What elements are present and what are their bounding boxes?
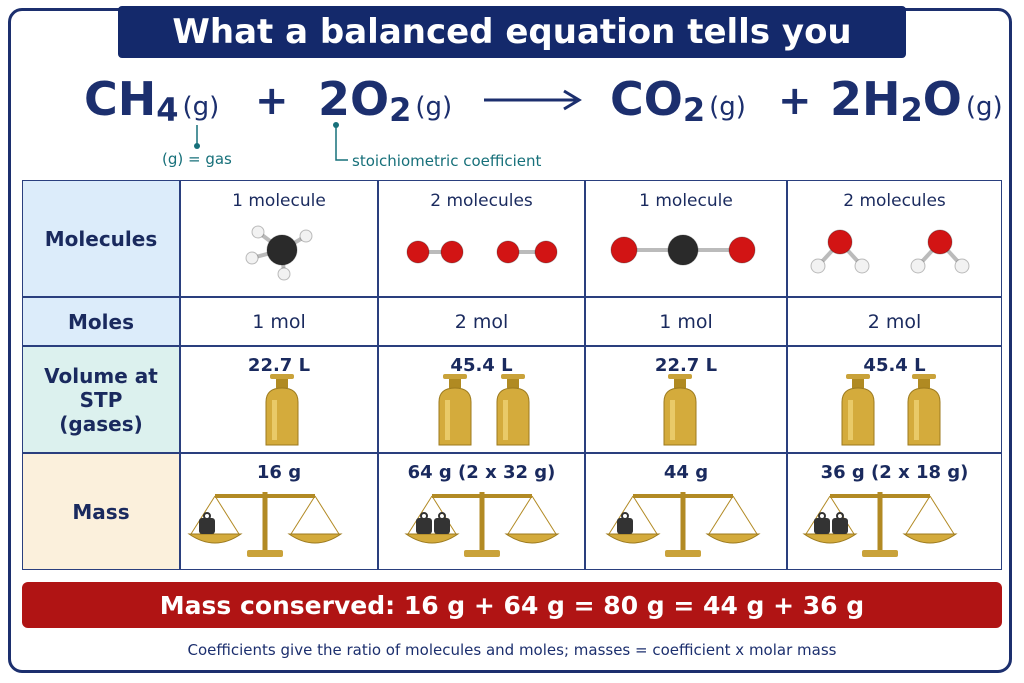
cell-text: 45.4 L [450,355,513,376]
row-label-line: Moles [68,309,134,334]
subscript: 2 [682,91,706,129]
state: (g) [182,92,220,122]
cell: 1 mol [585,297,787,346]
cell-text: 44 g [663,462,709,483]
cell-text: 36 g (2 x 18 g) [820,462,969,483]
coefficient: 2 [830,72,863,126]
formula: O [922,72,962,126]
cell: 22.7 L [180,346,378,453]
cell: 36 g (2 x 18 g) [787,453,1002,570]
coefficient: 2 [318,72,351,126]
plus: + [255,78,289,124]
row-label-line: (gases) [59,411,143,436]
cell: 1 molecule [180,180,378,297]
cell: 1 molecule [585,180,787,297]
annotation: stoichiometric coefficient [352,152,542,170]
species: 2O2 (g) [318,72,452,129]
cell-text: 16 g [256,462,302,483]
cell: 2 mol [378,297,585,346]
row-label: Mass [22,453,180,570]
formula: H [862,72,901,126]
banner: Mass conserved: 16 g + 64 g = 80 g = 44 … [22,582,1002,628]
state: (g) [709,92,746,122]
row-label: Moles [22,297,180,346]
subscript: 4 [156,91,179,129]
formula: O [350,72,390,126]
plus: + [778,78,812,124]
row-label: Volume at STP (gases) [22,346,180,453]
cell: 2 molecules [378,180,585,297]
cell: 1 mol [180,297,378,346]
cell-text: 1 molecule [639,191,733,211]
cell: 2 molecules [787,180,1002,297]
cell-text: 1 molecule [232,191,326,211]
cell-text: 22.7 L [247,355,311,376]
row-label: Molecules [22,180,180,297]
title: What a balanced equation tells you [118,6,906,58]
cell-text: 64 g (2 x 32 g) [407,462,556,483]
cell-text: 2 mol [454,310,509,333]
cell: 64 g (2 x 32 g) [378,453,585,570]
species: CO2 (g) [610,72,746,129]
cell-text: 22.7 L [654,355,718,376]
formula: CO [610,72,683,126]
cell-text: 2 molecules [843,191,946,211]
note: Coefficients give the ratio of molecules… [187,641,837,659]
cell: 45.4 L [787,346,1002,453]
cell-text: 2 molecules [430,191,533,211]
annotation: (g) = gas [162,150,232,168]
row-label-line: Molecules [44,226,158,251]
cell: 2 mol [787,297,1002,346]
arrow [484,89,582,111]
species: 2H2O (g) [830,72,1003,129]
subscript: 2 [900,91,923,129]
cell-text: 2 mol [867,310,922,333]
cell: 44 g [585,453,787,570]
cell-text: 1 mol [659,310,713,333]
annotation-leaders [194,122,348,161]
cell: 22.7 L [585,346,787,453]
row-label-line: Volume at STP [44,363,158,412]
species: CH4 (g) [84,72,219,129]
state: (g) [415,92,453,122]
state: (g) [965,92,1003,122]
cell: 16 g [180,453,378,570]
cell: 45.4 L [378,346,585,453]
formula: CH [84,72,157,126]
subscript: 2 [389,91,412,129]
cell-text: 45.4 L [863,355,926,376]
cell-text: 1 mol [252,310,306,333]
row-label-line: Mass [72,499,130,524]
